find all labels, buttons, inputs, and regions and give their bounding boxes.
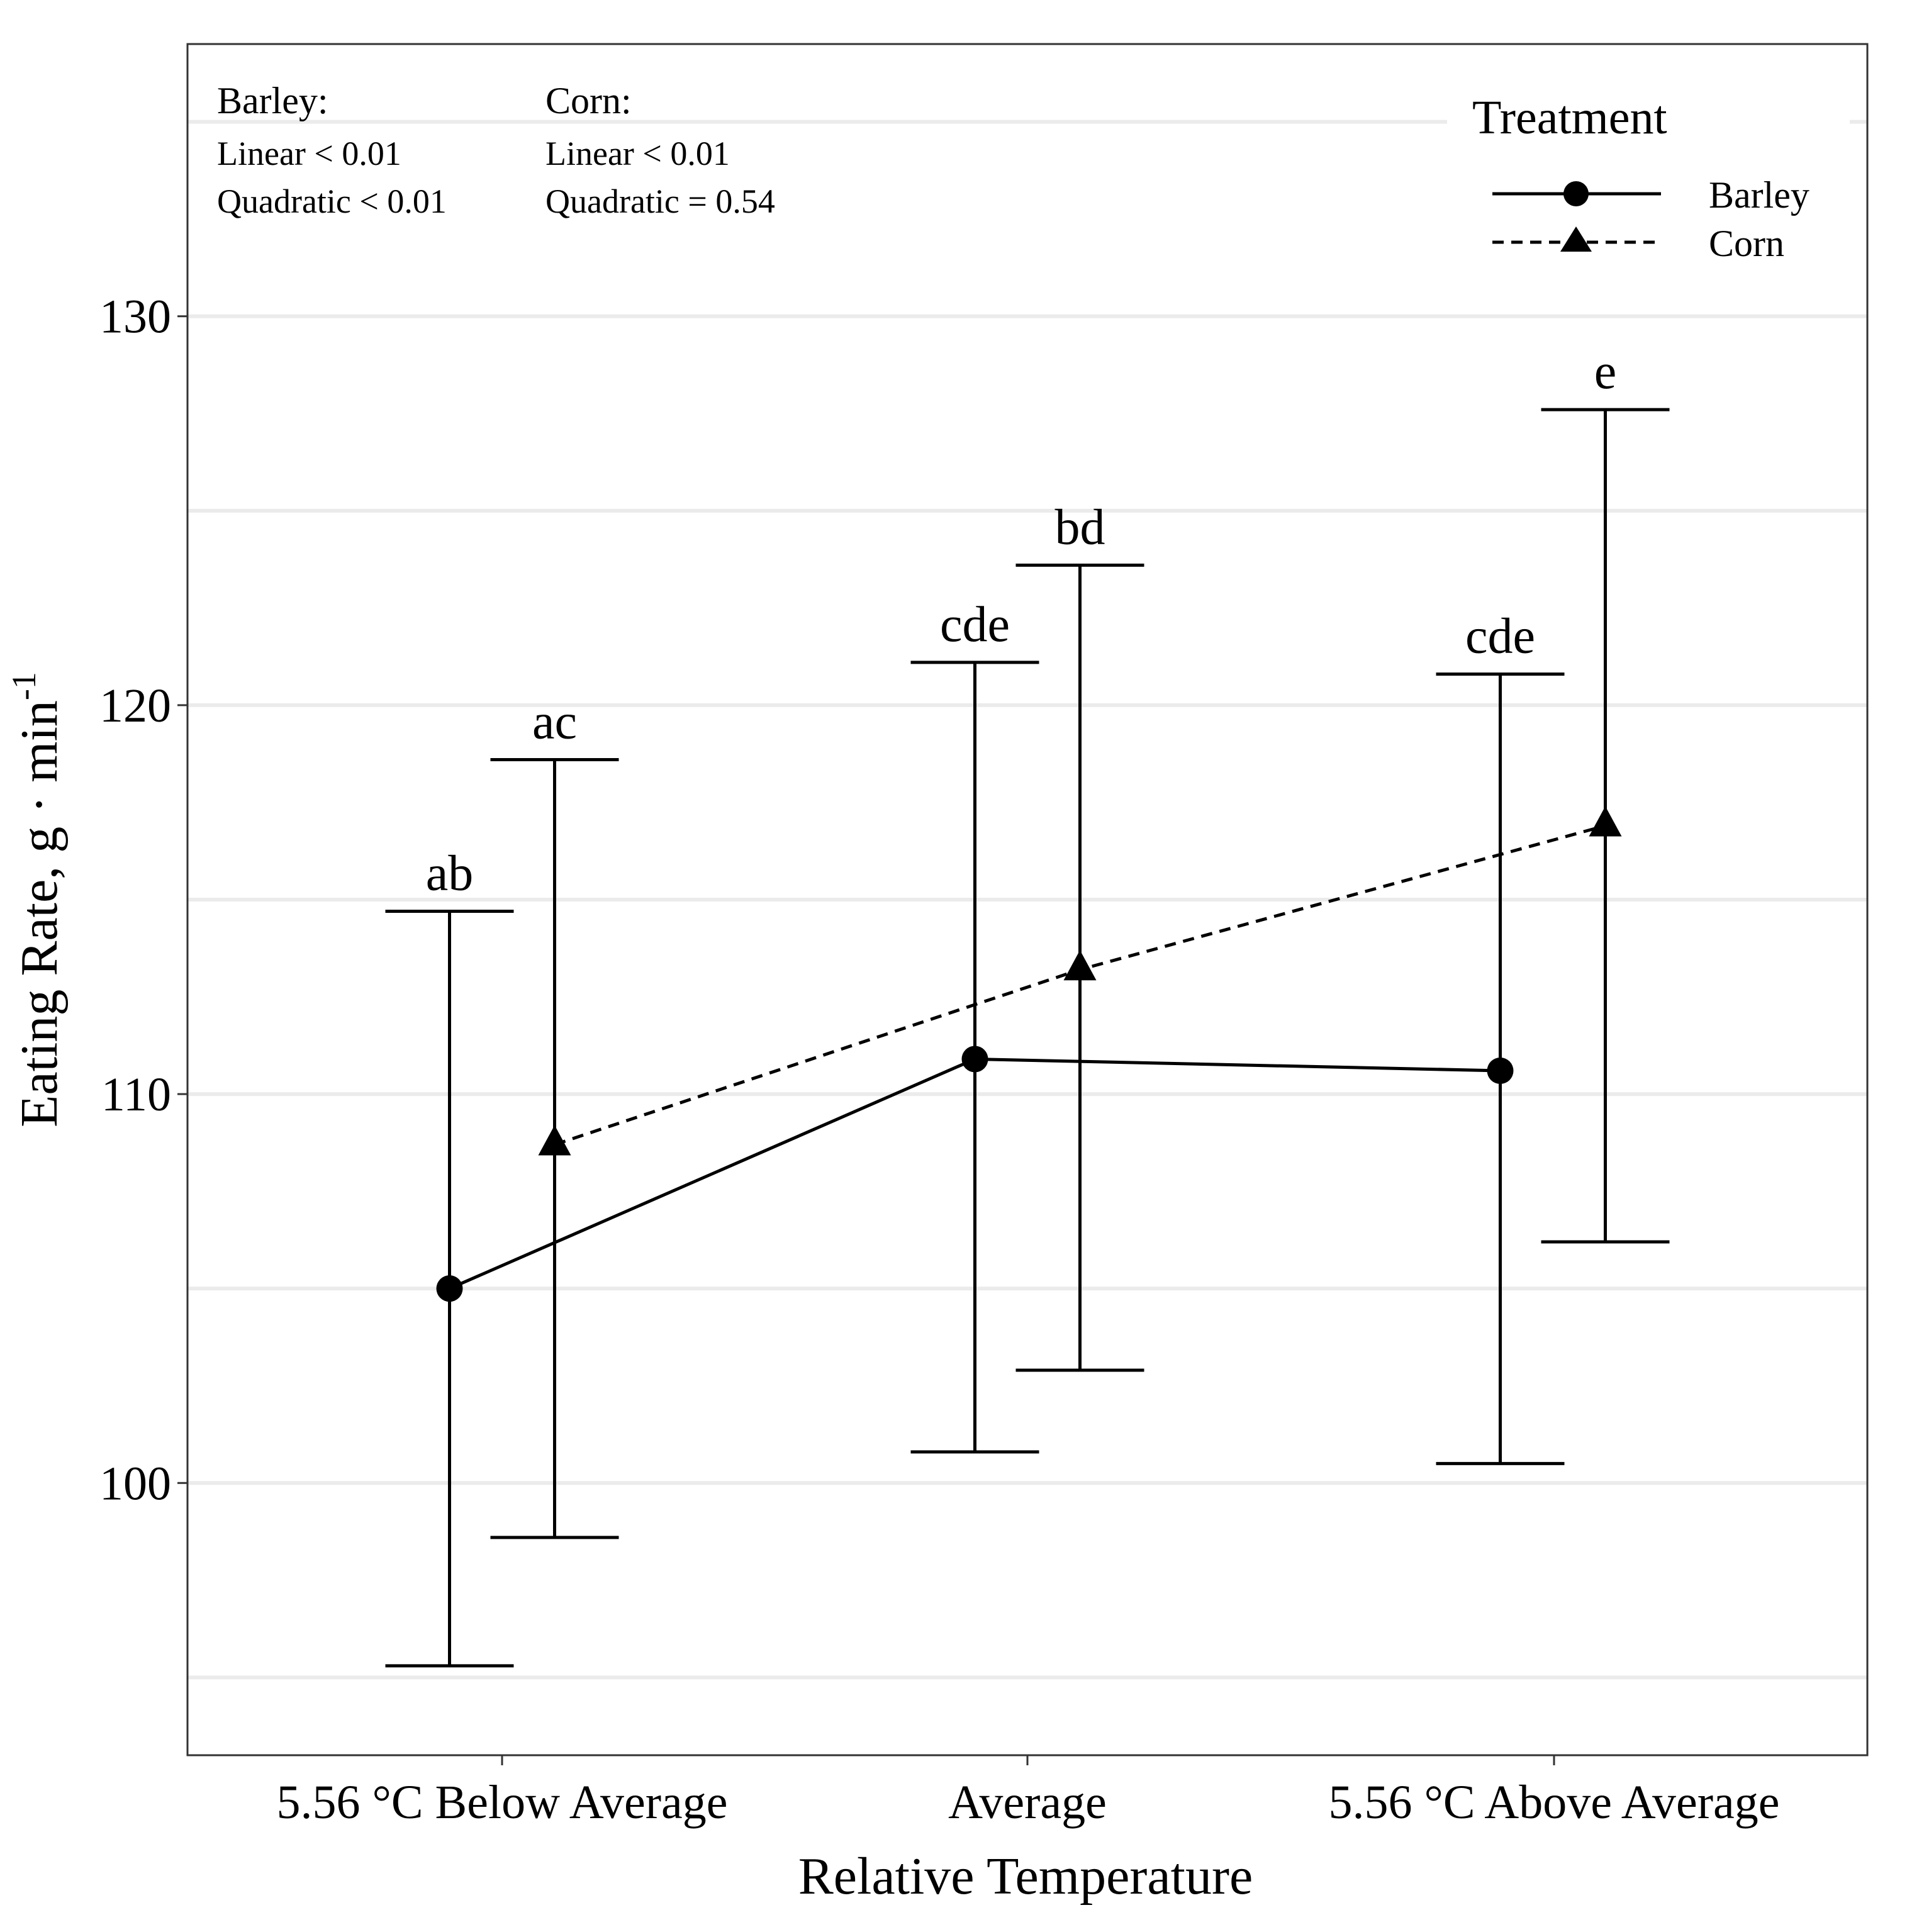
axes: 100 110 120 130 5.56 °C Below Average Average… bbox=[99, 291, 1780, 1829]
barley-annotation-title: Barley: bbox=[217, 80, 328, 121]
data-series: ab cde cde ac bd e bbox=[385, 344, 1670, 1668]
significance-letter-corn-2: e bbox=[1594, 344, 1617, 399]
x-tick-label-0: 5.56 °C Below Average bbox=[276, 1776, 727, 1829]
point-corn-1 bbox=[1063, 950, 1097, 981]
x-tick-label-2: 5.56 °C Above Average bbox=[1328, 1776, 1779, 1829]
y-tick-label-120: 120 bbox=[99, 679, 171, 732]
pvalue-annotations: Barley: Linear < 0.01 Quadratic < 0.01 C… bbox=[217, 80, 775, 220]
point-barley-1 bbox=[961, 1046, 988, 1073]
legend-title: Treatment bbox=[1472, 91, 1667, 144]
legend-corn-label: Corn bbox=[1709, 223, 1784, 264]
corn-linear-pvalue: Linear < 0.01 bbox=[545, 135, 730, 172]
point-corn-0 bbox=[538, 1125, 571, 1156]
barley-quadratic-pvalue: Quadratic < 0.01 bbox=[217, 182, 447, 220]
corn-annotation-title: Corn: bbox=[545, 80, 632, 121]
barley-linear-pvalue: Linear < 0.01 bbox=[217, 135, 401, 172]
y-axis-title: Eating Rate, g · min-1 bbox=[5, 672, 69, 1127]
point-corn-2 bbox=[1589, 806, 1622, 837]
legend-barley-label: Barley bbox=[1709, 174, 1809, 216]
corn-quadratic-pvalue: Quadratic = 0.54 bbox=[545, 182, 775, 220]
point-barley-2 bbox=[1487, 1058, 1514, 1084]
legend-item-barley: Barley bbox=[1492, 174, 1809, 216]
legend-background bbox=[1447, 88, 1850, 277]
y-tick-label-130: 130 bbox=[99, 291, 171, 343]
significance-letter-barley-1: cde bbox=[940, 597, 1010, 652]
y-axis-title-superscript: -1 bbox=[5, 672, 43, 700]
x-axis-title: Relative Temperature bbox=[798, 1847, 1253, 1906]
significance-letter-barley-2: cde bbox=[1465, 608, 1535, 664]
significance-letter-corn-0: ac bbox=[532, 694, 577, 749]
y-axis-title-main: Eating Rate, g · min bbox=[10, 700, 69, 1127]
legend-corn-triangle-marker bbox=[1560, 226, 1592, 252]
legend: Treatment Barley Corn bbox=[1447, 88, 1850, 277]
y-tick-label-100: 100 bbox=[99, 1457, 171, 1510]
gridlines bbox=[187, 120, 1867, 1680]
legend-barley-circle-marker bbox=[1563, 181, 1589, 206]
legend-item-corn: Corn bbox=[1492, 223, 1784, 264]
significance-letter-corn-1: bd bbox=[1055, 500, 1105, 555]
point-barley-0 bbox=[436, 1275, 463, 1302]
y-tick-label-110: 110 bbox=[101, 1068, 171, 1121]
x-tick-label-1: Average bbox=[948, 1776, 1107, 1829]
significance-letter-barley-0: ab bbox=[426, 846, 474, 902]
